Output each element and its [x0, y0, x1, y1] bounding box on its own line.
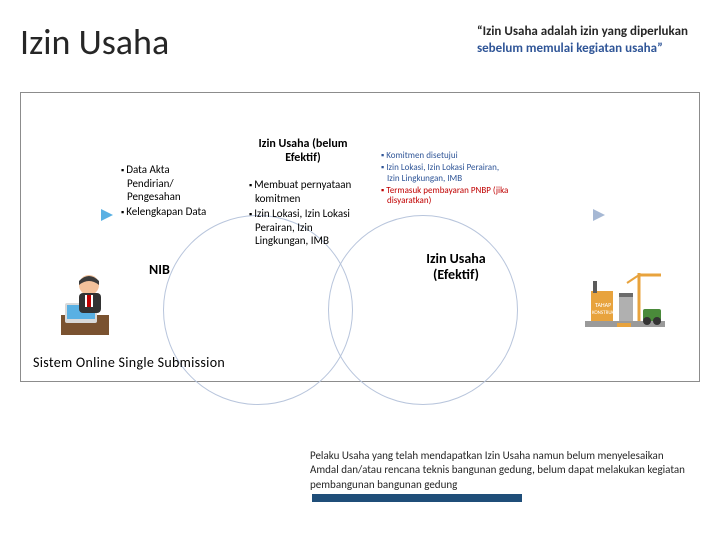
footer-accent-bar: [312, 494, 522, 502]
arrow-icon: [101, 209, 113, 221]
svg-text:KONSTRUKSI: KONSTRUKSI: [592, 310, 618, 316]
svg-text:TAHAP: TAHAP: [595, 301, 611, 309]
list-item: Izin Lokasi, Izin Lokasi Perairan, Izin …: [249, 207, 357, 247]
stage-belum-efektif: Izin Usaha (belum Efektif) Membuat perny…: [249, 137, 357, 249]
footer-note: Pelaku Usaha yang telah mendapatkan Izin…: [310, 449, 690, 492]
page-title: Izin Usaha: [20, 20, 169, 64]
list-item: Data Akta Pendirian/ Pengesahan: [121, 163, 217, 203]
list-item: Komitmen disetujui: [381, 151, 511, 161]
stage-nib: Data Akta Pendirian/ Pengesahan Kelengka…: [121, 163, 217, 221]
quote-block: “Izin Usaha adalah izin yang diperlukan …: [477, 24, 688, 58]
list-item: Izin Lokasi, Izin Lokasi Perairan, Izin …: [381, 163, 511, 184]
efektif-label: Izin Usaha (Efektif): [411, 251, 501, 283]
nib-label: NIB: [149, 261, 170, 278]
construction-icon: TAHAP KONSTRUKSI: [585, 263, 665, 343]
stage-title: Izin Usaha (belum Efektif): [249, 137, 357, 166]
list-item: Membuat pernyataan komitmen: [249, 178, 357, 205]
quote-line1: “Izin Usaha adalah izin yang diperlukan: [477, 24, 688, 41]
diagram-container: TAHAP KONSTRUKSI Data Akta Pendirian/ Pe…: [20, 92, 700, 382]
list-item: Termasuk pembayaran PNBP (jika disyaratk…: [381, 186, 511, 207]
diagram-caption: Sistem Online Single Submission: [33, 354, 225, 371]
arrow-icon: [593, 209, 605, 221]
stage-efektif: Komitmen disetujui Izin Lokasi, Izin Lok…: [381, 151, 511, 209]
list-item: Kelengkapan Data: [121, 205, 217, 219]
businessman-icon: [55, 267, 115, 337]
quote-line2: sebelum memulai kegiatan usaha”: [477, 41, 688, 58]
